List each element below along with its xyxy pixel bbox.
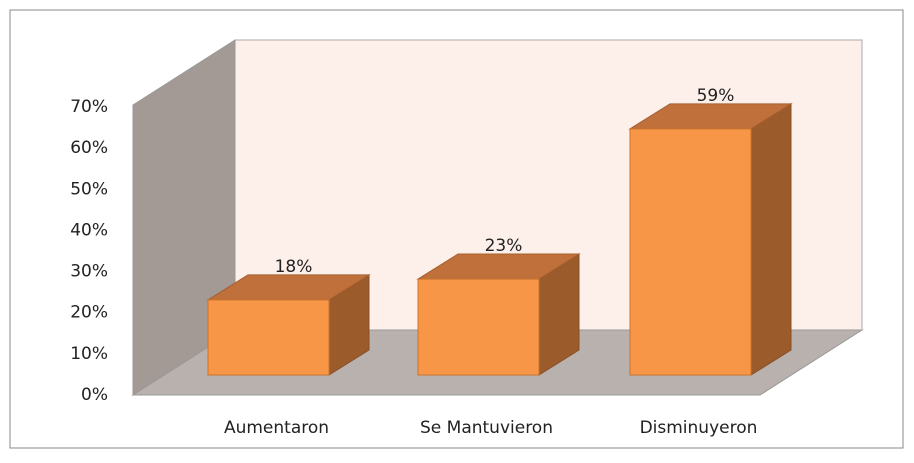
y-tick-label: 40% — [70, 220, 108, 240]
x-tick-label: Se Mantuvieron — [420, 418, 553, 438]
y-tick-label: 60% — [70, 138, 108, 158]
y-tick-label: 20% — [70, 303, 108, 323]
data-label: 18% — [275, 257, 313, 277]
data-label: 23% — [485, 236, 523, 256]
data-label: 59% — [697, 86, 735, 106]
y-tick-label: 30% — [70, 262, 108, 282]
bar — [207, 299, 330, 376]
y-tick-label: 10% — [70, 344, 108, 364]
y-tick-label: 50% — [70, 179, 108, 199]
y-tick-label: 70% — [70, 97, 108, 117]
bar — [417, 278, 540, 376]
x-tick-label: Disminuyeron — [640, 418, 758, 438]
bar — [629, 128, 752, 376]
y-tick-label: 0% — [81, 385, 108, 405]
x-tick-label: Aumentaron — [224, 418, 329, 438]
bar-side — [750, 102, 792, 376]
